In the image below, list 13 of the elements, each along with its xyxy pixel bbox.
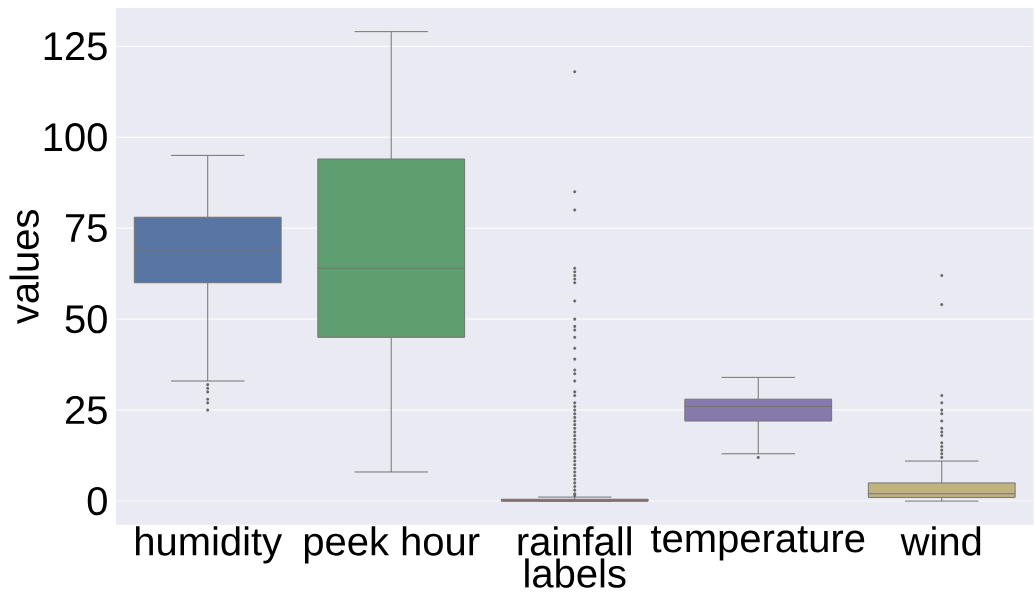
x-tick-label: peek hour — [304, 526, 480, 564]
y-axis-title: values — [9, 210, 39, 325]
y-tick-label: 0 — [87, 487, 107, 516]
x-tick-label: temperature — [651, 526, 865, 561]
y-tick-label: 75 — [66, 214, 107, 243]
x-tick-label: humidity — [136, 526, 283, 564]
x-tick-label: rainfall — [518, 526, 631, 556]
y-tick-label: 25 — [65, 396, 107, 425]
y-tick-label: 100 — [44, 123, 107, 152]
y-tick-label: 125 — [44, 32, 107, 61]
x-tick-label: wind — [900, 526, 981, 556]
y-tick-label: 50 — [65, 305, 107, 334]
x-axis-title: labels — [525, 558, 626, 588]
